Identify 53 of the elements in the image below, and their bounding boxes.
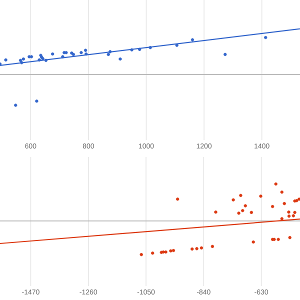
point: [244, 204, 247, 208]
point: [250, 210, 254, 214]
point: [108, 50, 112, 54]
point: [241, 209, 244, 212]
point: [287, 210, 290, 214]
point: [259, 194, 262, 198]
point: [176, 198, 180, 201]
point: [239, 194, 242, 198]
point: [118, 57, 122, 61]
point: [175, 44, 178, 47]
point: [140, 252, 143, 256]
point: [288, 236, 292, 240]
point: [270, 204, 274, 208]
point: [274, 182, 278, 186]
point: [264, 36, 268, 40]
point: [38, 58, 41, 62]
point: [172, 248, 176, 252]
point: [20, 61, 24, 64]
point: [18, 58, 22, 62]
point: [4, 58, 8, 62]
point: [190, 38, 194, 42]
point: [232, 198, 235, 202]
point: [195, 247, 198, 250]
point: [224, 52, 227, 56]
point: [164, 250, 168, 254]
point: [287, 214, 291, 218]
point: [237, 212, 240, 215]
point: [51, 52, 54, 56]
point: [30, 55, 34, 58]
point: [138, 48, 142, 52]
point: [22, 57, 26, 61]
point: [148, 46, 152, 50]
point: [61, 55, 64, 58]
point: [84, 48, 88, 52]
point: [214, 210, 218, 214]
point: [151, 252, 154, 255]
point: [28, 55, 31, 58]
point: [280, 190, 284, 194]
point: [130, 48, 134, 52]
point: [280, 217, 284, 220]
point: [14, 104, 18, 107]
point: [84, 52, 88, 56]
point: [200, 246, 204, 250]
point: [44, 58, 48, 62]
point: [276, 238, 280, 242]
point: [252, 240, 255, 244]
point: [282, 202, 286, 206]
point: [35, 100, 38, 103]
point: [210, 244, 214, 248]
point: [106, 52, 110, 56]
point: [80, 51, 83, 54]
point: [190, 247, 194, 251]
point: [169, 249, 172, 252]
